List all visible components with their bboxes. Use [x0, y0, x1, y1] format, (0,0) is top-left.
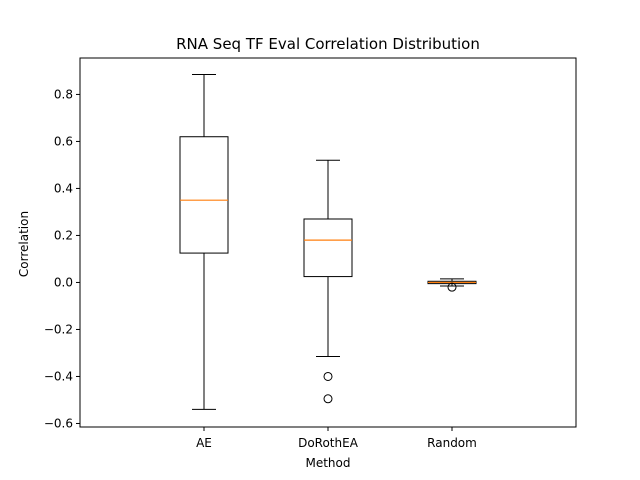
- x-tick-label: DoRothEA: [298, 436, 359, 450]
- y-tick-label: −0.6: [44, 416, 73, 430]
- y-tick-label: 0.4: [54, 181, 73, 195]
- x-axis-label: Method: [305, 456, 350, 470]
- x-tick-label: AE: [196, 436, 212, 450]
- y-tick-label: 0.6: [54, 134, 73, 148]
- y-tick-label: −0.4: [44, 369, 73, 383]
- outlier-point: [447, 282, 457, 292]
- y-tick-label: 0.2: [54, 228, 73, 242]
- outlier-point: [323, 394, 333, 404]
- y-tick-label: 0.8: [54, 87, 73, 101]
- chart-title: RNA Seq TF Eval Correlation Distribution: [176, 35, 480, 53]
- box-dorothea: [303, 218, 353, 278]
- x-tick-label: Random: [427, 436, 477, 450]
- y-tick-label: 0.0: [54, 275, 73, 289]
- box-ae: [179, 136, 229, 254]
- y-axis-label: Correlation: [17, 211, 31, 277]
- plot-area: −0.6 −0.4 −0.2 0.0 0.2 0.4 0.6 0.8 AE DoRothEA Ran…: [44, 57, 577, 450]
- y-tick-label: −0.2: [44, 322, 73, 336]
- axes-frame: [79, 57, 577, 428]
- outlier-point: [323, 371, 333, 381]
